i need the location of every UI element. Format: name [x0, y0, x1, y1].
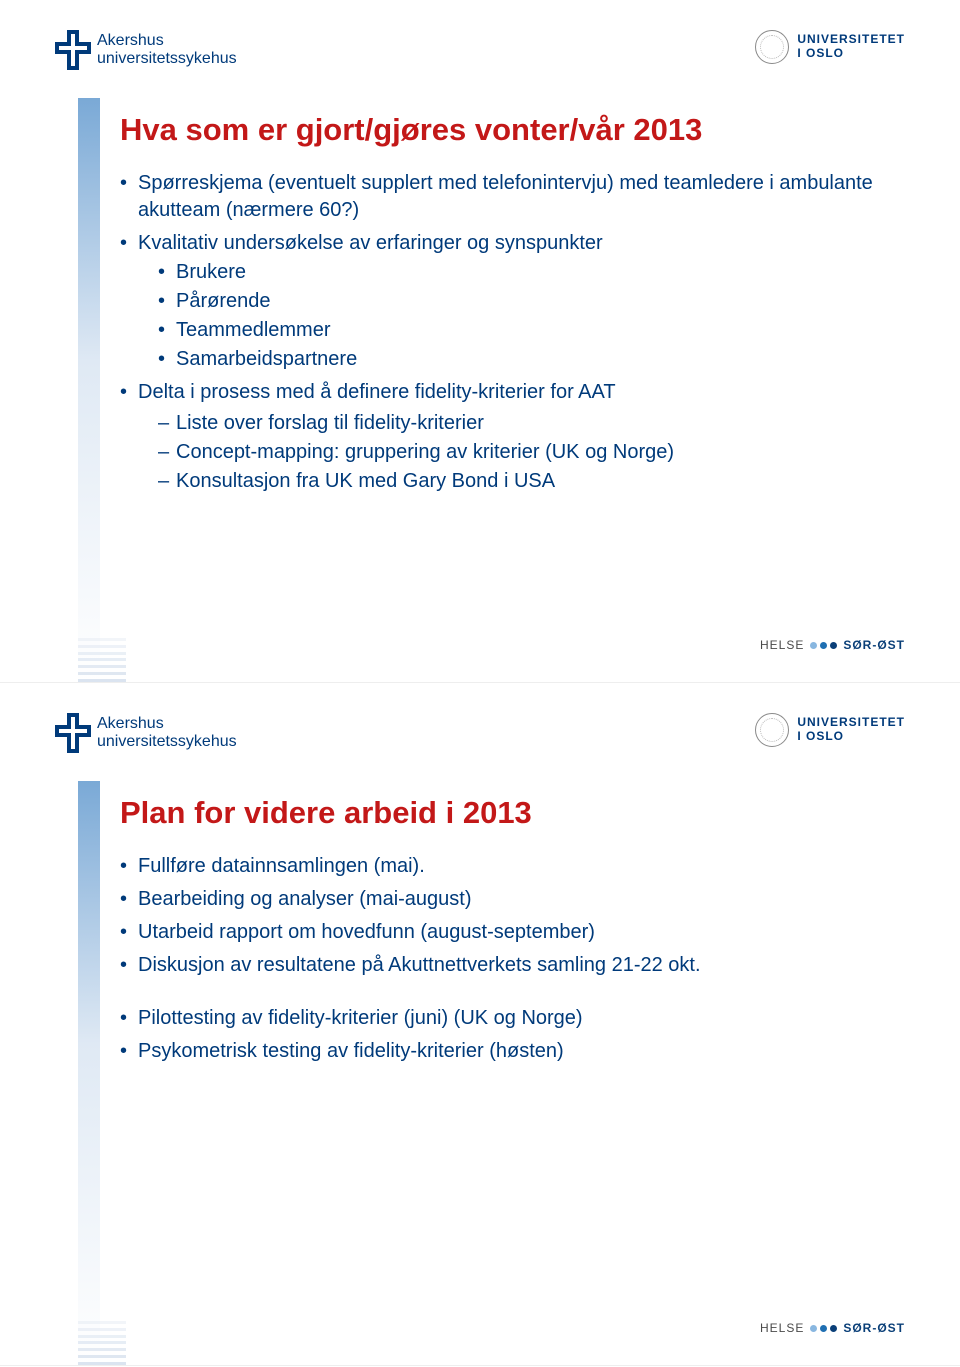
sub-bullet: Brukere — [158, 259, 880, 286]
bullet-text: Konsultasjon fra UK med Gary Bond i USA — [176, 470, 555, 492]
sublist: Brukere Pårørende Teammedlemmer Samarbei… — [138, 259, 880, 373]
bullet: Utarbeid rapport om hovedfunn (august-se… — [120, 919, 880, 946]
dash-bullet: Liste over forslag til fidelity-kriterie… — [158, 410, 880, 437]
helse-sorost-logo: HELSE SØR-ØST — [760, 638, 905, 652]
bullet-text: Diskusjon av resultatene på Akuttnettver… — [138, 954, 701, 976]
sub-bullet: Teammedlemmer — [158, 317, 880, 344]
dash-bullet: Konsultasjon fra UK med Gary Bond i USA — [158, 468, 880, 495]
bullet-text: Pilottesting av fidelity-kriterier (juni… — [138, 1007, 583, 1029]
bullet-text: Kvalitativ undersøkelse av erfaringer og… — [138, 232, 603, 254]
bullet: Pilottesting av fidelity-kriterier (juni… — [120, 1005, 880, 1032]
uio-line1: UNIVERSITETET — [797, 33, 905, 47]
bullet-text: Concept-mapping: gruppering av kriterier… — [176, 441, 674, 463]
spacer — [120, 985, 880, 1005]
slide-2: Akershus universitetssykehus UNIVERSITET… — [0, 683, 960, 1366]
slide2-title: Plan for videre arbeid i 2013 — [120, 795, 880, 831]
slide-1: Akershus universitetssykehus UNIVERSITET… — [0, 0, 960, 683]
helse-label: HELSE — [760, 638, 804, 652]
bullet-text: Delta i prosess med å definere fidelity-… — [138, 381, 616, 403]
bullet-text: Spørreskjema (eventuelt supplert med tel… — [138, 172, 873, 221]
slide1-content: Hva som er gjort/gjøres vonter/vår 2013 … — [120, 112, 880, 501]
bullet-text: Utarbeid rapport om hovedfunn (august-se… — [138, 921, 595, 943]
slide2-list-part2: Pilottesting av fidelity-kriterier (juni… — [120, 1005, 880, 1065]
bullet-text: Samarbeidspartnere — [176, 348, 357, 370]
slide1-title: Hva som er gjort/gjøres vonter/vår 2013 — [120, 112, 880, 148]
sorost-label: SØR-ØST — [843, 638, 905, 652]
akershus-line1: Akershus — [97, 715, 237, 733]
slide-header: Akershus universitetssykehus UNIVERSITET… — [0, 713, 960, 753]
bullet: Fullføre datainnsamlingen (mai). — [120, 853, 880, 880]
sub-bullet: Samarbeidspartnere — [158, 346, 880, 373]
vertical-accent-bar — [78, 98, 100, 682]
bullet: Diskusjon av resultatene på Akuttnettver… — [120, 952, 880, 979]
uio-logo: UNIVERSITETET I OSLO — [755, 30, 905, 64]
bullet-text: Bearbeiding og analyser (mai-august) — [138, 888, 472, 910]
uio-logo-text: UNIVERSITETET I OSLO — [797, 33, 905, 61]
helse-label: HELSE — [760, 1321, 804, 1335]
uio-seal-icon — [755, 30, 789, 64]
dash-bullet: Concept-mapping: gruppering av kriterier… — [158, 439, 880, 466]
bullet: Psykometrisk testing av fidelity-kriteri… — [120, 1038, 880, 1065]
akershus-line2: universitetssykehus — [97, 733, 237, 751]
uio-line2: I OSLO — [797, 47, 905, 61]
sublist-dashes: Liste over forslag til fidelity-kriterie… — [138, 410, 880, 495]
sub-bullet: Pårørende — [158, 288, 880, 315]
bullet-text: Liste over forslag til fidelity-kriterie… — [176, 412, 484, 434]
decorative-stripes — [78, 638, 126, 682]
slide2-list: Fullføre datainnsamlingen (mai). Bearbei… — [120, 853, 880, 979]
bullet-text: Fullføre datainnsamlingen (mai). — [138, 855, 425, 877]
akershus-logo-text: Akershus universitetssykehus — [97, 32, 237, 69]
helse-dots-icon — [810, 1325, 837, 1332]
akershus-cross-icon — [55, 30, 91, 70]
bullet-text: Pårørende — [176, 290, 271, 312]
slide1-list: Spørreskjema (eventuelt supplert med tel… — [120, 170, 880, 495]
bullet: Delta i prosess med å definere fidelity-… — [120, 379, 880, 495]
akershus-logo-text: Akershus universitetssykehus — [97, 715, 237, 752]
slide-header: Akershus universitetssykehus UNIVERSITET… — [0, 30, 960, 70]
uio-logo: UNIVERSITETET I OSLO — [755, 713, 905, 747]
bullet-text: Teammedlemmer — [176, 319, 330, 341]
uio-line1: UNIVERSITETET — [797, 716, 905, 730]
vertical-accent-bar — [78, 781, 100, 1365]
bullet: Spørreskjema (eventuelt supplert med tel… — [120, 170, 880, 224]
slide2-content: Plan for videre arbeid i 2013 Fullføre d… — [120, 795, 880, 1071]
sorost-label: SØR-ØST — [843, 1321, 905, 1335]
akershus-logo: Akershus universitetssykehus — [55, 30, 237, 70]
helse-sorost-logo: HELSE SØR-ØST — [760, 1321, 905, 1335]
bullet: Kvalitativ undersøkelse av erfaringer og… — [120, 230, 880, 373]
bullet-text: Brukere — [176, 261, 246, 283]
akershus-line2: universitetssykehus — [97, 50, 237, 68]
bullet: Bearbeiding og analyser (mai-august) — [120, 886, 880, 913]
uio-seal-icon — [755, 713, 789, 747]
helse-dots-icon — [810, 642, 837, 649]
akershus-line1: Akershus — [97, 32, 237, 50]
akershus-logo: Akershus universitetssykehus — [55, 713, 237, 753]
uio-line2: I OSLO — [797, 730, 905, 744]
decorative-stripes — [78, 1321, 126, 1365]
akershus-cross-icon — [55, 713, 91, 753]
uio-logo-text: UNIVERSITETET I OSLO — [797, 716, 905, 744]
bullet-text: Psykometrisk testing av fidelity-kriteri… — [138, 1040, 564, 1062]
